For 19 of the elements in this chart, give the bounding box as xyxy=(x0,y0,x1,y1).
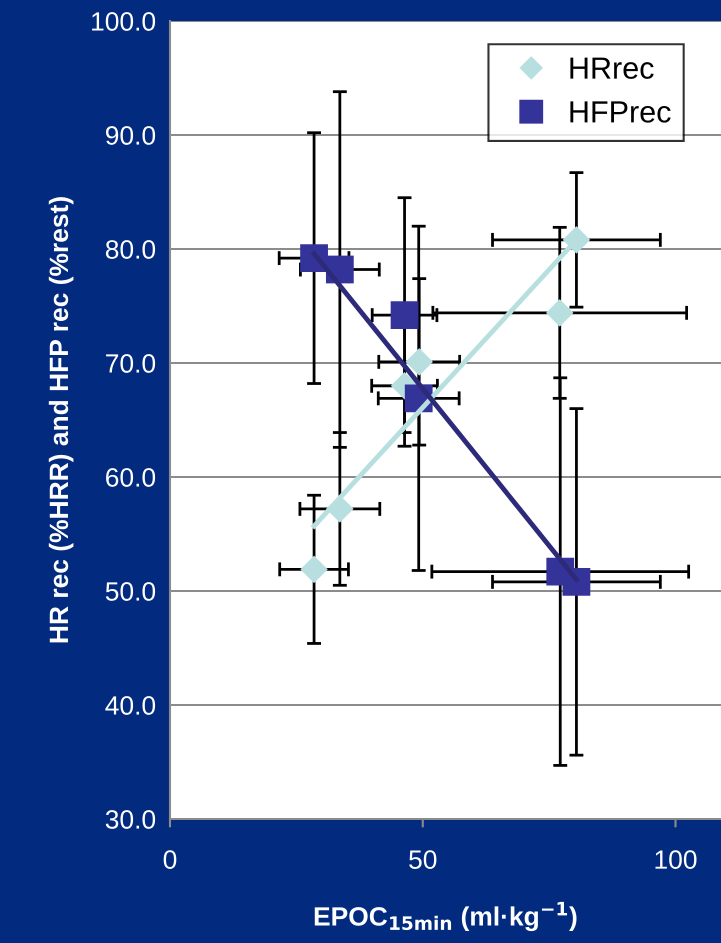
point xyxy=(406,348,433,376)
y-tick-label: 100.0 xyxy=(92,12,156,31)
legend-label: HFPrec xyxy=(570,101,671,123)
x-tick-label: 50 xyxy=(409,850,436,869)
point xyxy=(300,556,328,583)
y-tick-label: 30.0 xyxy=(106,810,156,829)
point xyxy=(390,301,418,330)
legend-label: HRrec xyxy=(570,58,654,79)
y-tick-label: 80.0 xyxy=(106,240,156,259)
y-tick-label: 90.0 xyxy=(106,126,156,145)
y-tick-label: 70.0 xyxy=(106,354,156,373)
y-tick-label: 40.0 xyxy=(105,696,156,715)
x-tick-label: 100 xyxy=(656,850,696,869)
point xyxy=(546,299,574,326)
y-axis-title: HR rec (%HRR) and HFP rec (%rest) xyxy=(48,197,74,642)
x-tick-label: 0 xyxy=(164,850,176,869)
x-axis-title: EPOC$_{15min}$ (ml·kg$^{−1}$) xyxy=(314,902,577,932)
y-tick-label: 60.0 xyxy=(106,468,156,487)
y-tick-label: 50.0 xyxy=(106,582,156,601)
